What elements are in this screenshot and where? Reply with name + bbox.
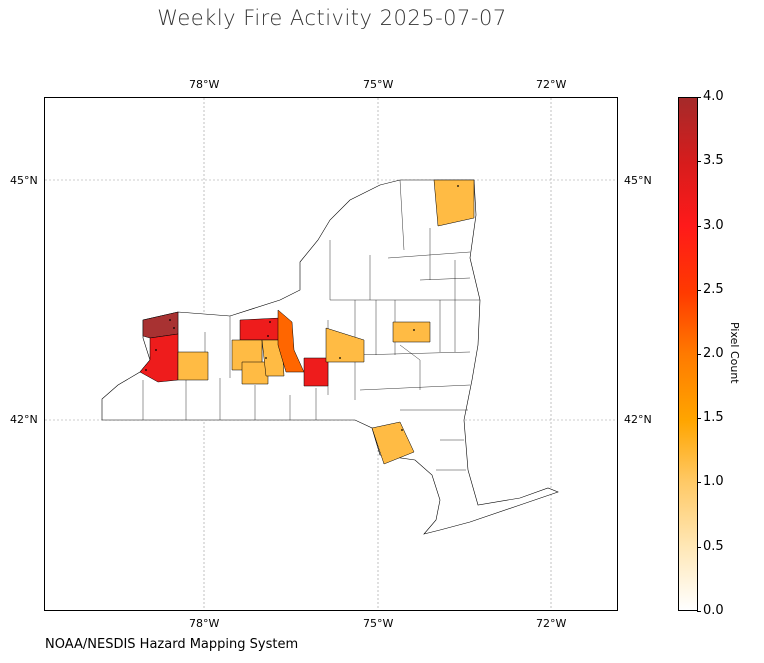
source-credit: NOAA/NESDIS Hazard Mapping System [45,637,299,652]
fire-point [169,319,171,321]
colorbar-tick: 3.0 [697,218,724,233]
fire-point [267,335,269,337]
county-ulster [371,421,415,465]
lat-tick-left-45n: 45°N [10,174,38,187]
fire-point [145,369,147,371]
fire-point [173,327,175,329]
lon-tick-bottom-78w: 78°W [189,617,220,630]
fire-point [265,357,267,359]
county-madison [325,327,365,363]
county-wyoming [177,351,209,381]
fire-point [457,185,459,187]
colorbar-tick: 1.0 [697,474,724,489]
fire-points [145,185,459,431]
fire-point [401,429,403,431]
county-onondaga [303,357,329,387]
colorbar-label: Pixel Count [728,322,741,384]
county-niagara [142,311,179,339]
lon-tick-top-75w: 75°W [363,78,394,91]
county-clinton [433,179,475,227]
county-yates [241,361,269,385]
county-wayne [239,317,281,341]
lat-tick-right-42n: 42°N [624,413,652,426]
county-fulton [392,321,431,343]
county-seneca [261,339,285,377]
colorbar-tick: 4.0 [697,89,724,104]
lon-tick-top-72w: 72°W [536,78,567,91]
colorbar-tick: 0.5 [697,539,724,554]
lat-tick-right-45n: 45°N [624,174,652,187]
colorbar-tick: 2.0 [697,346,724,361]
lon-tick-bottom-75w: 75°W [363,617,394,630]
colorbar-tick: 0.0 [697,603,724,618]
fire-point [269,321,271,323]
colorbar-tick: 1.5 [697,410,724,425]
colorbar-tick: 2.5 [697,282,724,297]
map-title: Weekly Fire Activity 2025-07-07 [157,6,507,30]
fire-point [413,329,415,331]
fire-point [155,349,157,351]
active-counties [139,179,475,465]
fire-point [339,357,341,359]
lat-tick-left-42n: 42°N [10,413,38,426]
county-erie [139,333,179,383]
lon-tick-top-78w: 78°W [189,78,220,91]
colorbar [678,97,698,611]
colorbar-tick: 3.5 [697,153,724,168]
lon-tick-bottom-72w: 72°W [536,617,567,630]
